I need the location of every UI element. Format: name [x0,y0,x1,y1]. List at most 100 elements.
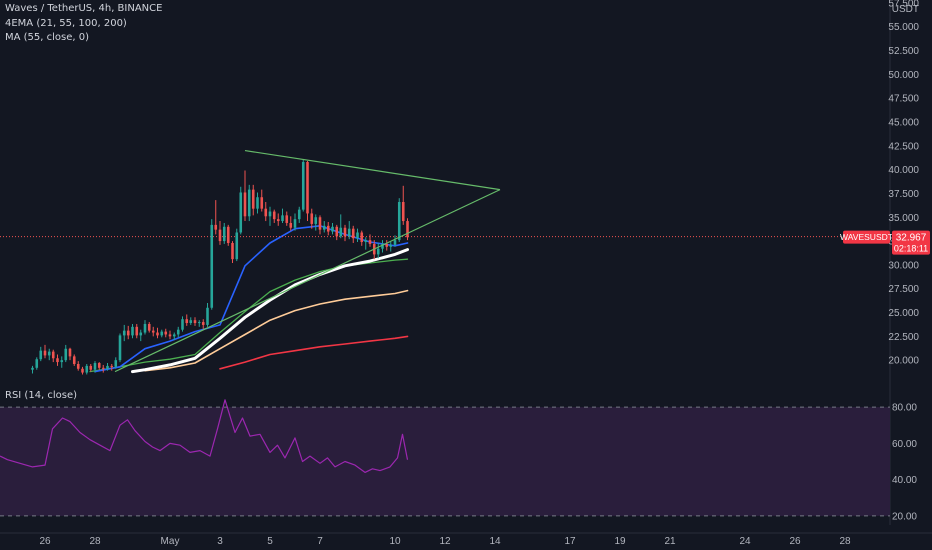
candle-body[interactable] [56,358,59,363]
candle-body[interactable] [81,368,84,373]
candle-body[interactable] [272,211,276,220]
candle-body[interactable] [347,228,351,237]
candle-body[interactable] [285,215,289,223]
candle-body[interactable] [139,332,143,336]
candle-body[interactable] [210,224,214,308]
candle-body[interactable] [243,192,247,217]
candle-body[interactable] [110,365,114,367]
candle-body[interactable] [231,242,234,260]
candle-body[interactable] [322,225,326,230]
candle-body[interactable] [293,219,297,228]
candle-body[interactable] [368,240,372,244]
candle-body[interactable] [356,232,359,239]
candle-body[interactable] [181,319,184,330]
symbol-title[interactable]: Waves / TetherUS, 4h, BINANCE [5,3,163,14]
candle-body[interactable] [97,363,101,368]
candle-body[interactable] [222,226,226,242]
triangle-pattern[interactable] [114,149,501,373]
candle-body[interactable] [264,208,268,217]
candle-body[interactable] [406,221,409,238]
ma-indicator-legend[interactable]: MA (55, close, 0) [5,32,90,43]
candle-body[interactable] [64,348,68,361]
candle-body[interactable] [206,307,209,325]
candle-body[interactable] [326,225,330,232]
candle-body[interactable] [126,330,130,336]
candle-body[interactable] [314,217,318,224]
candle-body[interactable] [185,319,189,324]
candle-body[interactable] [397,202,401,241]
candle-body[interactable] [218,229,222,242]
candle-body[interactable] [147,323,151,331]
candle-body[interactable] [60,360,64,363]
candle-body[interactable] [360,232,364,243]
candle-body[interactable] [331,226,334,232]
rsi-indicator-legend[interactable]: RSI (14, close) [5,390,78,401]
candle-body[interactable] [235,232,239,260]
candle-body[interactable] [143,323,147,333]
candle-body[interactable] [89,365,93,370]
candle-body[interactable] [176,329,180,335]
candle-body[interactable] [31,367,34,370]
candles[interactable] [31,159,409,375]
candle-body[interactable] [226,226,230,243]
candle-body[interactable] [189,320,193,324]
candle-body[interactable] [343,227,347,237]
candle-body[interactable] [301,161,305,210]
candle-body[interactable] [122,330,126,336]
candle-body[interactable] [385,243,389,247]
candle-body[interactable] [118,335,122,361]
candle-body[interactable] [106,365,109,369]
candle-body[interactable] [376,248,380,255]
candle-body[interactable] [310,213,314,224]
candle-body[interactable] [239,192,243,233]
candle-body[interactable] [276,219,280,222]
candle-body[interactable] [364,240,368,243]
candle-body[interactable] [164,331,168,335]
candle-body[interactable] [389,244,393,247]
candle-body[interactable] [247,189,251,217]
candle-body[interactable] [251,189,255,209]
triangle-lower-trendline[interactable] [114,189,501,373]
candle-body[interactable] [297,209,301,220]
candle-body[interactable] [306,161,309,214]
candle-body[interactable] [201,322,205,325]
candle-body[interactable] [172,334,176,337]
candle-body[interactable] [101,367,105,369]
candle-body[interactable] [135,326,139,336]
candle-body[interactable] [335,226,339,237]
candle-body[interactable] [401,202,405,222]
candle-body[interactable] [351,228,355,239]
candle-body[interactable] [35,359,39,368]
candle-body[interactable] [151,330,155,333]
candle-body[interactable] [43,350,47,356]
candle-body[interactable] [214,224,218,230]
ema-indicator-legend[interactable]: 4EMA (21, 55, 100, 200) [5,18,127,29]
candle-body[interactable] [47,351,51,356]
candle-body[interactable] [256,197,259,209]
candle-body[interactable] [72,356,76,364]
candle-body[interactable] [197,322,201,324]
candle-body[interactable] [156,332,159,336]
candle-body[interactable] [51,351,55,359]
candle-body[interactable] [281,215,284,222]
candle-body[interactable] [39,350,43,360]
candle-body[interactable] [193,320,197,324]
candle-body[interactable] [131,326,134,336]
time-tick-label: 28 [839,536,851,547]
candle-body[interactable] [339,227,343,237]
candle-body[interactable] [160,331,164,336]
candle-body[interactable] [289,222,293,228]
candle-body[interactable] [168,334,172,337]
candle-body[interactable] [114,360,118,367]
candle-body[interactable] [93,363,97,370]
candle-body[interactable] [268,211,272,217]
candle-body[interactable] [318,217,322,230]
candle-body[interactable] [381,243,384,249]
candle-body[interactable] [260,197,264,209]
candle-body[interactable] [76,363,80,369]
candle-body[interactable] [85,365,89,373]
candle-body[interactable] [393,240,397,245]
candle-body[interactable] [68,348,72,357]
triangle-upper-trendline[interactable] [244,149,501,191]
